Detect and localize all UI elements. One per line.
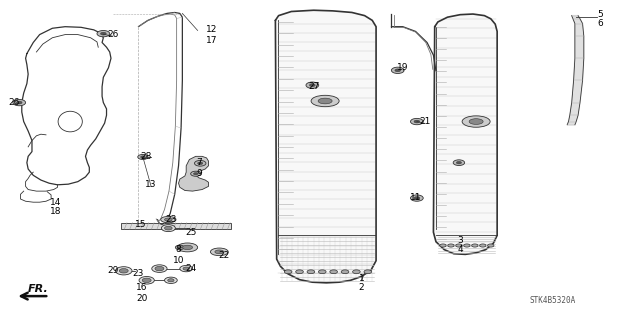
Ellipse shape (462, 116, 490, 127)
Text: 21: 21 (419, 117, 431, 126)
Text: 19: 19 (397, 63, 408, 72)
Ellipse shape (211, 248, 228, 256)
Ellipse shape (469, 119, 483, 124)
Circle shape (410, 195, 423, 201)
Circle shape (155, 266, 164, 271)
Text: 14: 14 (50, 198, 61, 207)
Circle shape (319, 270, 326, 274)
Circle shape (175, 245, 184, 250)
Text: 20: 20 (136, 294, 147, 303)
Text: 9: 9 (196, 169, 202, 178)
Text: 6: 6 (598, 19, 604, 28)
Circle shape (410, 118, 423, 125)
Circle shape (193, 173, 198, 175)
Circle shape (392, 67, 404, 73)
Circle shape (13, 100, 26, 106)
Text: 26: 26 (108, 30, 118, 39)
Text: 22: 22 (219, 251, 230, 260)
Circle shape (164, 226, 172, 230)
Circle shape (395, 69, 401, 72)
Text: 29: 29 (108, 266, 118, 275)
Circle shape (353, 270, 360, 274)
Text: 3: 3 (458, 236, 463, 245)
Text: 17: 17 (206, 36, 218, 45)
Circle shape (296, 270, 303, 274)
Circle shape (306, 82, 319, 88)
Text: STK4B5320A: STK4B5320A (529, 296, 576, 305)
Circle shape (17, 101, 22, 104)
Polygon shape (567, 16, 584, 125)
Text: 8: 8 (175, 245, 181, 254)
Polygon shape (179, 156, 209, 191)
Text: 26: 26 (8, 98, 20, 107)
Circle shape (414, 197, 420, 199)
Text: 24: 24 (186, 264, 197, 273)
Text: 18: 18 (50, 207, 61, 216)
Circle shape (141, 156, 145, 158)
Circle shape (161, 225, 175, 232)
Ellipse shape (215, 250, 224, 254)
Circle shape (456, 244, 462, 247)
Circle shape (178, 246, 182, 249)
Text: 23: 23 (132, 270, 144, 278)
Polygon shape (433, 14, 497, 254)
Ellipse shape (161, 216, 176, 223)
Text: 15: 15 (134, 220, 146, 229)
Circle shape (488, 244, 494, 247)
FancyBboxPatch shape (121, 223, 231, 229)
Circle shape (440, 244, 446, 247)
Circle shape (198, 162, 203, 165)
Circle shape (139, 277, 154, 284)
Text: 23: 23 (166, 215, 177, 224)
Circle shape (479, 244, 486, 247)
Circle shape (138, 154, 148, 160)
Circle shape (472, 244, 478, 247)
Ellipse shape (182, 245, 193, 250)
Text: 11: 11 (410, 193, 421, 202)
Circle shape (183, 267, 189, 270)
Text: 27: 27 (308, 82, 319, 91)
Text: 25: 25 (186, 228, 197, 237)
Circle shape (97, 31, 109, 37)
Ellipse shape (311, 95, 339, 107)
Text: 10: 10 (173, 256, 184, 265)
Ellipse shape (164, 218, 172, 221)
Circle shape (448, 244, 454, 247)
Circle shape (453, 160, 465, 166)
Text: 13: 13 (145, 180, 157, 189)
Circle shape (164, 277, 177, 284)
Text: 28: 28 (140, 152, 152, 161)
Circle shape (364, 270, 372, 274)
Circle shape (152, 265, 167, 272)
Circle shape (100, 32, 106, 35)
Ellipse shape (177, 243, 198, 252)
Circle shape (115, 267, 132, 275)
Polygon shape (275, 10, 376, 283)
Ellipse shape (318, 98, 332, 104)
Circle shape (414, 120, 420, 123)
Text: 16: 16 (136, 283, 147, 292)
Circle shape (191, 171, 201, 176)
Text: FR.: FR. (28, 284, 49, 294)
Circle shape (307, 270, 315, 274)
Text: 1: 1 (358, 274, 364, 283)
Circle shape (310, 84, 316, 87)
Circle shape (119, 269, 128, 273)
Circle shape (142, 278, 151, 283)
Text: 5: 5 (598, 10, 604, 19)
Text: 7: 7 (196, 158, 202, 167)
Circle shape (180, 265, 193, 272)
Circle shape (341, 270, 349, 274)
Text: 12: 12 (206, 25, 218, 34)
Circle shape (464, 244, 470, 247)
Circle shape (195, 160, 206, 166)
Text: 4: 4 (458, 245, 463, 254)
Circle shape (330, 270, 337, 274)
Text: 2: 2 (358, 283, 364, 292)
Circle shape (284, 270, 292, 274)
Circle shape (168, 279, 174, 282)
Circle shape (456, 161, 461, 164)
